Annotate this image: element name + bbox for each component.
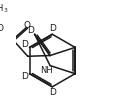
Text: CH$_3$: CH$_3$ <box>0 2 9 15</box>
Text: D: D <box>21 40 28 49</box>
Text: NH: NH <box>40 66 53 75</box>
Text: O: O <box>0 24 4 32</box>
Text: D: D <box>49 88 56 97</box>
Text: D: D <box>27 26 34 35</box>
Text: D: D <box>49 24 56 33</box>
Text: O: O <box>24 21 31 30</box>
Text: D: D <box>21 72 28 81</box>
